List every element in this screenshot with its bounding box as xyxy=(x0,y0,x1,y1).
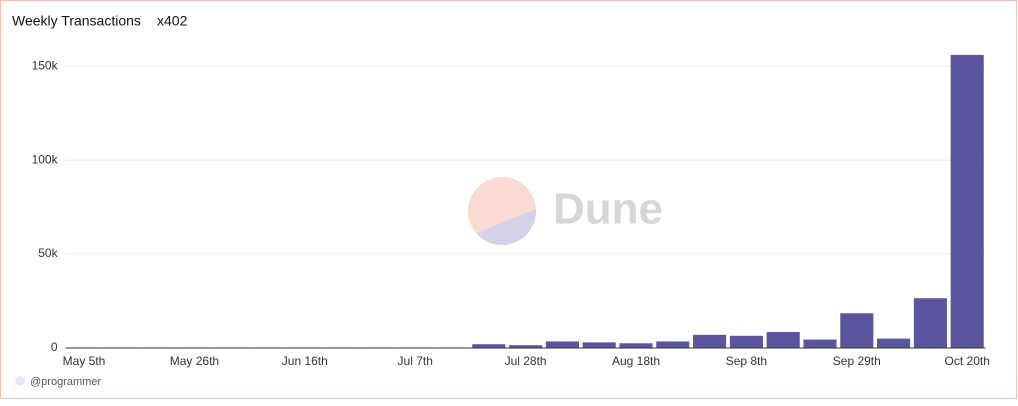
x-tick-label: Jul 7th xyxy=(398,354,433,368)
x-tick-label: Jun 16th xyxy=(282,354,328,368)
bar xyxy=(803,339,837,348)
footer-icon xyxy=(15,376,25,386)
bar xyxy=(950,54,984,349)
bar xyxy=(619,343,653,348)
bar xyxy=(582,342,616,348)
y-tick-label: 100k xyxy=(32,152,59,166)
chart-title: Weekly Transactions xyxy=(12,13,141,29)
bar xyxy=(877,338,911,348)
bar xyxy=(840,313,874,348)
x-tick-label: Sep 8th xyxy=(726,354,767,368)
bar xyxy=(545,341,579,348)
y-tick-label: 150k xyxy=(32,58,59,72)
bar xyxy=(729,335,763,348)
x-tick-label: May 26th xyxy=(170,354,219,368)
bar xyxy=(693,334,727,348)
x-tick-label: May 5th xyxy=(63,354,106,368)
x-tick-label: Jul 28th xyxy=(505,354,547,368)
y-tick-label: 50k xyxy=(38,246,58,260)
bar xyxy=(766,332,800,348)
x-tick-label: Aug 18th xyxy=(612,354,660,368)
x-tick-label: Oct 20th xyxy=(945,354,990,368)
bar xyxy=(472,344,506,348)
bar xyxy=(509,345,543,348)
footer: @programmer xyxy=(30,376,101,388)
bar xyxy=(913,298,947,348)
y-tick-label: 0 xyxy=(51,340,58,354)
chart-subtitle: x402 xyxy=(157,13,188,29)
bar xyxy=(656,341,690,348)
watermark: Dune xyxy=(553,185,663,234)
x-tick-label: Sep 29th xyxy=(833,354,881,368)
